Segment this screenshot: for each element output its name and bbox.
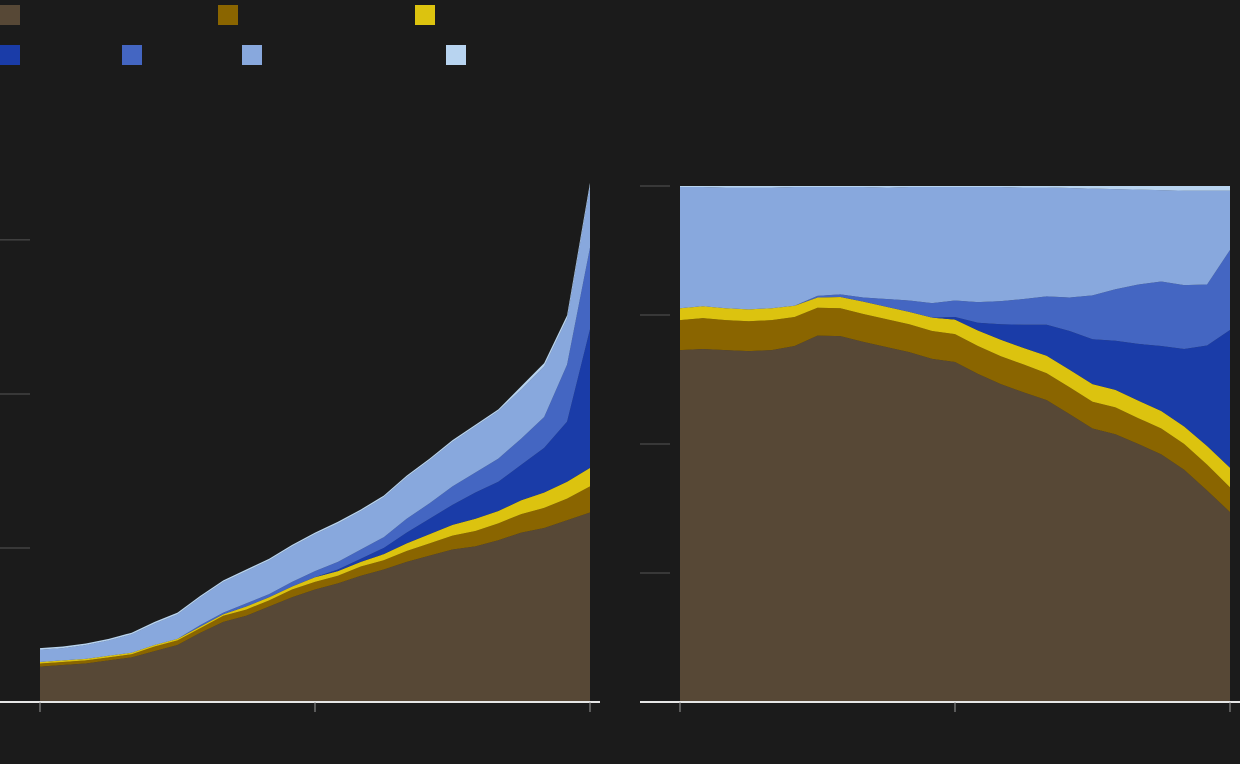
area [680,307,1230,513]
legend-swatch [0,45,20,65]
legend-swatch [446,45,466,65]
area [680,296,1230,468]
legend-swatch [218,5,238,25]
area [680,187,1230,310]
area [680,296,1230,488]
legend-swatch [122,45,142,65]
legend-swatch [0,5,20,25]
area [40,329,590,662]
area [40,512,590,702]
legend-swatch [415,5,435,25]
area [680,335,1230,702]
legend-swatch [242,45,262,65]
area [680,186,1230,191]
area [40,186,590,662]
area [680,249,1230,350]
